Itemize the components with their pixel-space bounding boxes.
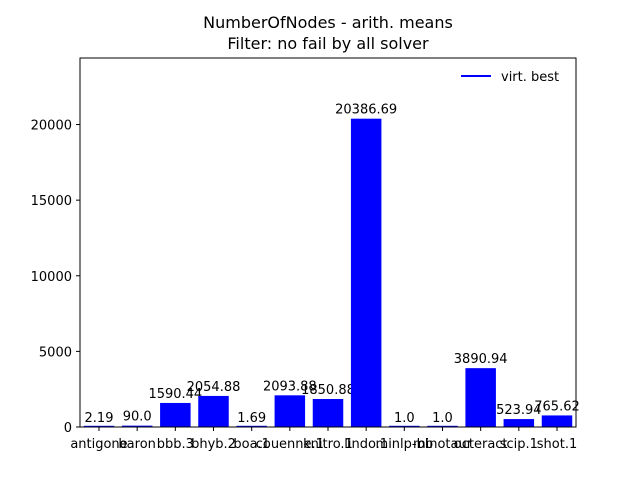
bar-value-label: 2054.88: [187, 380, 241, 395]
x-tick-label: minlp-bb: [376, 437, 434, 452]
legend-label: virt. best: [501, 70, 559, 85]
bar-value-label: 2093.88: [263, 379, 317, 394]
x-tick-label: antigone: [70, 437, 127, 452]
bar-value-label: 1.69: [237, 411, 266, 426]
x-tick-label: lindo.1: [344, 437, 388, 452]
x-tick-label: boa.1: [233, 437, 270, 452]
bar: [503, 419, 535, 427]
bar-value-label: 1.0: [432, 411, 453, 426]
bar: [83, 425, 115, 427]
bar-value-label: 1.0: [394, 411, 415, 426]
bar: [312, 399, 344, 427]
x-tick-label: knitro.1: [303, 437, 353, 452]
bar: [236, 425, 267, 427]
bar: [160, 402, 191, 427]
y-tick-label: 20000: [31, 119, 72, 134]
bar-value-label: 1590.44: [148, 387, 202, 402]
legend: virt. best: [450, 64, 570, 88]
chart-subtitle: Filter: no fail by all solver: [227, 34, 429, 53]
plot-frame: [79, 57, 577, 428]
bar-value-label: 765.62: [534, 399, 580, 414]
bar: [427, 425, 458, 427]
bar-value-label: 1850.88: [301, 383, 355, 398]
bar: [389, 425, 420, 427]
bar: [121, 425, 153, 427]
chart-title: NumberOfNodes - arith. means: [203, 13, 453, 32]
bar: [541, 415, 573, 427]
x-tick-label: bhyb.2: [191, 437, 236, 452]
y-tick-label: 10000: [31, 270, 72, 285]
x-tick-label: couenne.1: [256, 437, 324, 452]
bar: [274, 395, 306, 427]
bar: [350, 118, 382, 428]
x-tick-label: bbb.3: [157, 437, 194, 452]
bar: [465, 368, 496, 427]
x-tick-label: minotaur: [413, 437, 473, 452]
y-tick-label: 15000: [31, 194, 72, 209]
y-tick-label: 5000: [39, 345, 72, 360]
bar-value-label: 2.19: [85, 411, 114, 426]
bar-value-label: 3890.94: [454, 352, 508, 367]
x-tick-label: scip.1: [500, 437, 538, 452]
bar-value-label: 20386.69: [335, 103, 397, 118]
bar-value-label: 90.0: [123, 410, 152, 425]
bar-value-label: 523.94: [496, 403, 542, 418]
x-tick-label: shot.1: [537, 437, 577, 452]
x-tick-label: baron: [118, 437, 155, 452]
bar: [198, 395, 229, 427]
y-tick-label: 0: [64, 421, 72, 436]
x-tick-label: octeract: [454, 437, 508, 452]
